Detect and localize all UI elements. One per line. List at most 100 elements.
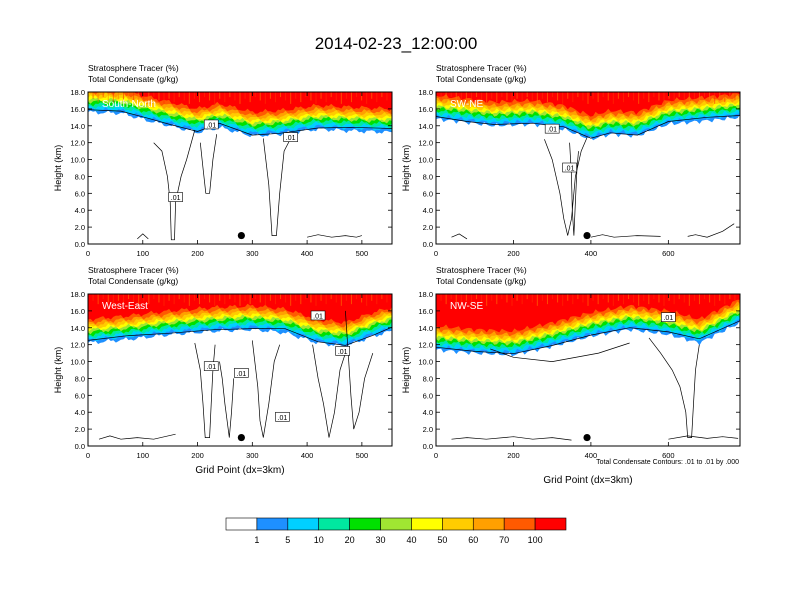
y-tick-label: 2.0: [423, 425, 433, 434]
y-tick-label: 12.0: [418, 139, 433, 148]
x-axis-label: Grid Point (dx=3km): [543, 475, 632, 486]
panel-label: SW-NE: [450, 99, 483, 110]
y-tick-label: 8.0: [75, 172, 85, 181]
condensate-contour-3: [312, 344, 346, 438]
y-tick-label: 2.0: [75, 223, 85, 232]
contour-label: .01: [171, 195, 181, 202]
x-tick-label: 200: [507, 249, 520, 258]
x-tick-label: 400: [585, 451, 598, 460]
panel-nw-se: Stratosphere Tracer (%)Total Condensate …: [401, 265, 741, 486]
x-tick-label: 0: [86, 451, 90, 460]
x-tick-label: 400: [585, 249, 598, 258]
condensate-contour-3: [137, 233, 149, 240]
y-tick-label: 16.0: [418, 307, 433, 316]
condensate-contour-top: [88, 326, 392, 346]
condensate-contour-4: [307, 234, 362, 238]
subtitle-condensate: Total Condensate (g/kg): [436, 74, 526, 84]
condensate-contour-1: [199, 134, 218, 194]
subtitle-condensate: Total Condensate (g/kg): [436, 276, 526, 286]
y-tick-label: 18.0: [418, 290, 433, 299]
colorbar-swatch: [534, 517, 567, 531]
x-tick-label: 300: [246, 249, 259, 258]
condensate-contour-top: [436, 320, 740, 355]
subtitle-tracer: Stratosphere Tracer (%): [88, 265, 179, 275]
y-tick-label: 12.0: [70, 139, 85, 148]
panel-sw-ne: Stratosphere Tracer (%)Total Condensate …: [401, 63, 741, 258]
y-tick-label: 4.0: [423, 408, 433, 417]
condensate-contour-2: [262, 138, 292, 236]
colorbar-label: 60: [468, 535, 478, 545]
y-tick-label: 14.0: [70, 324, 85, 333]
y-tick-label: 10.0: [70, 156, 85, 165]
colorbar-swatch: [349, 517, 381, 531]
x-tick-label: 300: [246, 451, 259, 460]
panel-frame: [87, 91, 393, 245]
colorbar-label: 10: [314, 535, 324, 545]
condensate-contour-2: [451, 233, 468, 240]
y-tick-label: 6.0: [75, 391, 85, 400]
location-marker: [237, 231, 245, 240]
y-tick-label: 8.0: [423, 374, 433, 383]
contour-label: .01: [565, 166, 575, 173]
colorbar-swatch: [225, 517, 258, 531]
contour-label-box: [234, 368, 249, 378]
y-tick-label: 10.0: [418, 358, 433, 367]
y-tick-label: 16.0: [70, 105, 85, 114]
colorbar-swatch: [411, 517, 443, 531]
colorbar-label: 30: [376, 535, 386, 545]
y-tick-label: 12.0: [418, 341, 433, 350]
x-tick-label: 400: [301, 249, 314, 258]
contour-label: .01: [206, 364, 216, 371]
plot-area: .01 .01: [436, 92, 740, 240]
colorbar-label: 100: [528, 535, 543, 545]
x-axis-label: Grid Point (dx=3km): [195, 465, 284, 476]
y-tick-label: 16.0: [70, 307, 85, 316]
x-tick-label: 0: [434, 249, 438, 258]
y-tick-label: 10.0: [418, 156, 433, 165]
colorbar-label: 5: [285, 535, 290, 545]
contour-label-box: [283, 132, 298, 142]
panel-label: West-East: [102, 301, 148, 312]
contour-label: .01: [313, 313, 323, 320]
x-tick-label: 200: [191, 249, 204, 258]
y-tick-label: 4.0: [423, 206, 433, 215]
subtitle-tracer: Stratosphere Tracer (%): [88, 63, 179, 73]
y-tick-label: 14.0: [418, 324, 433, 333]
colorbar-label: 70: [499, 535, 509, 545]
location-marker: [583, 231, 591, 240]
contour-label-box: [544, 123, 560, 134]
subtitle-tracer: Stratosphere Tracer (%): [436, 63, 527, 73]
condensate-contour-0: [153, 129, 196, 241]
condensate-contour-1: [490, 342, 630, 362]
y-tick-label: 16.0: [418, 105, 433, 114]
panel-label: NW-SE: [450, 301, 483, 312]
colorbar: 1 5 10 20 30 40 50 60 70 100: [225, 517, 567, 545]
colorbar-swatch: [472, 517, 505, 531]
plot-area: .01 .01 .01 .01 .01: [88, 294, 392, 442]
contour-label-box: [310, 310, 326, 321]
x-tick-label: 100: [137, 249, 150, 258]
x-tick-label: 600: [662, 249, 675, 258]
x-tick-label: 600: [662, 451, 675, 460]
subtitle-condensate: Total Condensate (g/kg): [88, 276, 178, 286]
condensate-contour-2: [251, 340, 281, 438]
y-axis-label: Height (km): [53, 347, 63, 394]
panel-frame: [87, 293, 393, 447]
plot-area: .01: [436, 294, 740, 442]
condensate-contour-1: [569, 142, 579, 236]
colorbar-swatch: [287, 517, 320, 531]
subtitle-tracer: Stratosphere Tracer (%): [436, 265, 527, 275]
x-tick-label: 400: [301, 451, 314, 460]
colorbar-swatch: [256, 517, 289, 531]
panel-south-north: Stratosphere Tracer (%)Total Condensate …: [53, 63, 393, 258]
y-tick-label: 6.0: [423, 391, 433, 400]
colorbar-swatch: [442, 517, 474, 531]
colorbar-swatch: [503, 517, 536, 531]
colorbar-label: 40: [406, 535, 416, 545]
y-tick-label: 0.0: [423, 240, 433, 249]
x-tick-label: 200: [191, 451, 204, 460]
contour-label-box: [661, 312, 676, 322]
y-tick-label: 8.0: [75, 374, 85, 383]
plot-area: .01 .01 .01: [88, 92, 392, 241]
